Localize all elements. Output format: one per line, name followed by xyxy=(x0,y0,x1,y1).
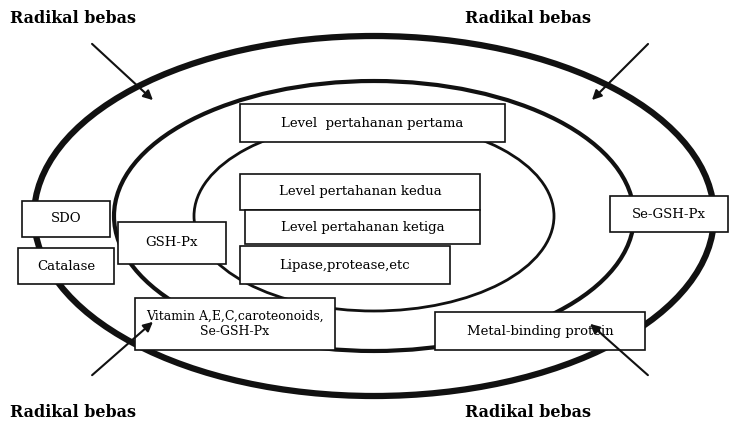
Text: Level  pertahanan pertama: Level pertahanan pertama xyxy=(281,117,464,130)
Text: Level pertahanan kedua: Level pertahanan kedua xyxy=(278,185,441,198)
FancyBboxPatch shape xyxy=(240,104,505,142)
Text: Catalase: Catalase xyxy=(37,260,95,273)
FancyBboxPatch shape xyxy=(240,246,450,284)
FancyBboxPatch shape xyxy=(240,174,480,210)
Text: Se-GSH-Px: Se-GSH-Px xyxy=(632,207,706,220)
FancyBboxPatch shape xyxy=(245,210,480,244)
FancyBboxPatch shape xyxy=(610,196,728,232)
Text: SDO: SDO xyxy=(51,213,82,226)
Text: Lipase,protease,etc: Lipase,protease,etc xyxy=(280,258,411,271)
FancyBboxPatch shape xyxy=(435,312,645,350)
Text: Vitamin A,E,C,caroteonoids,
Se-GSH-Px: Vitamin A,E,C,caroteonoids, Se-GSH-Px xyxy=(146,310,324,338)
FancyBboxPatch shape xyxy=(18,248,114,284)
FancyBboxPatch shape xyxy=(22,201,110,237)
Text: Level pertahanan ketiga: Level pertahanan ketiga xyxy=(280,220,444,234)
Text: Radikal bebas: Radikal bebas xyxy=(10,404,136,421)
Text: Radikal bebas: Radikal bebas xyxy=(10,10,136,27)
Text: Radikal bebas: Radikal bebas xyxy=(465,10,591,27)
Text: GSH-Px: GSH-Px xyxy=(146,236,198,250)
FancyBboxPatch shape xyxy=(135,298,335,350)
Text: Metal-binding protein: Metal-binding protein xyxy=(467,324,613,337)
FancyBboxPatch shape xyxy=(118,222,226,264)
Text: Radikal bebas: Radikal bebas xyxy=(465,404,591,421)
